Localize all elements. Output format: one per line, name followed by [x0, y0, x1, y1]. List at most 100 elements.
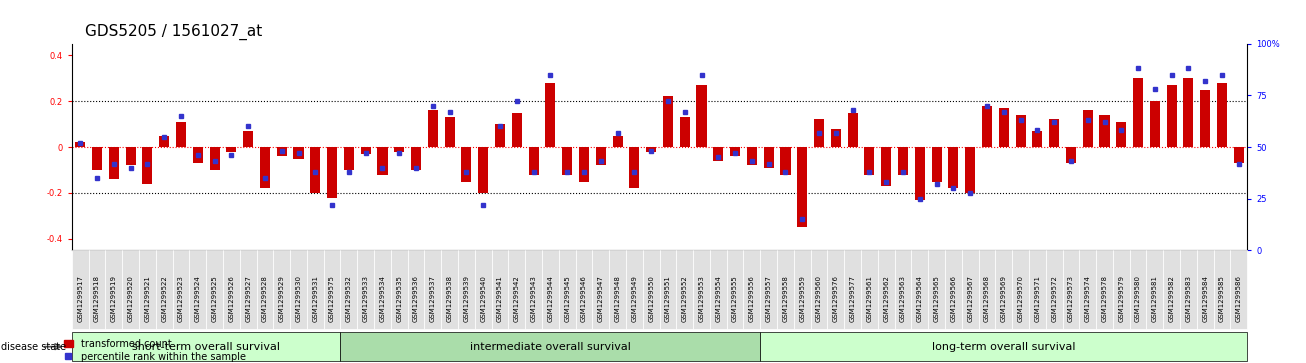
Text: GSM1299555: GSM1299555	[733, 276, 738, 322]
Text: GSM1299553: GSM1299553	[699, 276, 704, 322]
Text: GSM1299559: GSM1299559	[799, 276, 806, 322]
Bar	[965, 147, 976, 193]
Bar	[108, 147, 119, 179]
Text: GSM1299560: GSM1299560	[816, 275, 821, 322]
Text: GSM1299577: GSM1299577	[850, 275, 855, 322]
Text: GSM1299568: GSM1299568	[983, 275, 990, 322]
Text: GSM1299518: GSM1299518	[94, 275, 101, 322]
Bar	[461, 147, 471, 182]
Text: GSM1299578: GSM1299578	[1101, 275, 1107, 322]
Bar	[159, 135, 170, 147]
Text: GSM1299576: GSM1299576	[833, 275, 838, 322]
Text: GSM1299539: GSM1299539	[464, 275, 469, 322]
Bar	[899, 147, 908, 175]
Bar	[411, 147, 421, 170]
Bar	[478, 147, 488, 193]
Text: GSM1299522: GSM1299522	[161, 276, 167, 322]
Text: GSM1299540: GSM1299540	[481, 276, 486, 322]
Text: GSM1299554: GSM1299554	[716, 276, 721, 322]
Bar	[260, 147, 270, 188]
Text: GSM1299542: GSM1299542	[513, 276, 520, 322]
Bar	[428, 110, 438, 147]
Bar	[1183, 78, 1194, 147]
Bar	[209, 147, 219, 170]
Text: GSM1299523: GSM1299523	[178, 276, 184, 322]
Text: GSM1299570: GSM1299570	[1017, 275, 1024, 322]
Text: GSM1299583: GSM1299583	[1186, 275, 1191, 322]
Text: GSM1299586: GSM1299586	[1235, 275, 1242, 322]
Text: GDS5205 / 1561027_at: GDS5205 / 1561027_at	[85, 24, 263, 40]
Bar	[394, 147, 405, 152]
Bar	[848, 113, 858, 147]
Bar	[1117, 122, 1126, 147]
Bar	[1166, 85, 1177, 147]
Bar	[865, 147, 875, 175]
Text: GSM1299521: GSM1299521	[145, 276, 150, 322]
Bar	[764, 147, 773, 168]
Bar	[831, 129, 841, 147]
Bar	[76, 142, 85, 147]
Text: disease state: disease state	[1, 342, 67, 352]
Text: GSM1299556: GSM1299556	[748, 276, 755, 322]
Bar	[562, 147, 572, 175]
Text: GSM1299564: GSM1299564	[917, 276, 923, 322]
Bar	[529, 147, 538, 175]
Bar	[360, 147, 371, 154]
Text: GSM1299575: GSM1299575	[329, 276, 336, 322]
Text: GSM1299530: GSM1299530	[295, 275, 302, 322]
Text: long-term overall survival: long-term overall survival	[932, 342, 1076, 352]
Text: GSM1299526: GSM1299526	[229, 276, 234, 322]
Bar	[294, 147, 303, 159]
Bar	[713, 147, 724, 161]
Text: GSM1299552: GSM1299552	[682, 276, 688, 322]
Bar	[747, 147, 757, 166]
Text: GSM1299520: GSM1299520	[128, 276, 133, 322]
Bar	[1200, 90, 1211, 147]
Bar	[781, 147, 790, 175]
Bar	[596, 147, 606, 166]
Text: GSM1299567: GSM1299567	[968, 275, 973, 322]
Bar	[579, 147, 589, 182]
Bar	[882, 147, 891, 186]
Text: GSM1299566: GSM1299566	[951, 275, 956, 322]
Bar	[444, 117, 454, 147]
Bar	[193, 147, 202, 163]
Text: GSM1299544: GSM1299544	[547, 276, 554, 322]
Bar	[679, 117, 690, 147]
Text: GSM1299533: GSM1299533	[363, 275, 368, 322]
Bar	[982, 106, 993, 147]
Bar	[377, 147, 388, 175]
Text: GSM1299535: GSM1299535	[396, 276, 402, 322]
Text: GSM1299525: GSM1299525	[212, 276, 218, 322]
Text: GSM1299558: GSM1299558	[782, 276, 789, 322]
Bar	[1217, 83, 1228, 147]
Bar	[613, 135, 623, 147]
Bar	[343, 147, 354, 170]
Text: GSM1299519: GSM1299519	[111, 275, 116, 322]
Bar	[814, 119, 824, 147]
Bar	[1066, 147, 1076, 163]
Text: GSM1299580: GSM1299580	[1135, 275, 1141, 322]
Text: GSM1299543: GSM1299543	[530, 276, 537, 322]
Text: GSM1299574: GSM1299574	[1085, 276, 1091, 322]
Text: GSM1299579: GSM1299579	[1118, 275, 1124, 322]
Text: GSM1299585: GSM1299585	[1218, 276, 1225, 322]
Bar	[948, 147, 959, 188]
Bar	[797, 147, 807, 228]
Legend: transformed count, percentile rank within the sample: transformed count, percentile rank withi…	[64, 339, 246, 362]
Text: GSM1299517: GSM1299517	[77, 275, 84, 322]
Bar	[326, 147, 337, 197]
Text: GSM1299547: GSM1299547	[598, 276, 603, 322]
Text: GSM1299561: GSM1299561	[866, 275, 872, 322]
Bar	[663, 97, 673, 147]
Bar	[1032, 131, 1042, 147]
Text: GSM1299534: GSM1299534	[380, 276, 385, 322]
Bar	[1149, 101, 1160, 147]
Text: GSM1299536: GSM1299536	[413, 275, 419, 322]
Text: GSM1299581: GSM1299581	[1152, 275, 1158, 322]
Text: GSM1299532: GSM1299532	[346, 276, 351, 322]
Bar	[546, 83, 555, 147]
Text: GSM1299563: GSM1299563	[900, 275, 906, 322]
Bar	[1083, 110, 1093, 147]
Text: GSM1299562: GSM1299562	[883, 276, 889, 322]
